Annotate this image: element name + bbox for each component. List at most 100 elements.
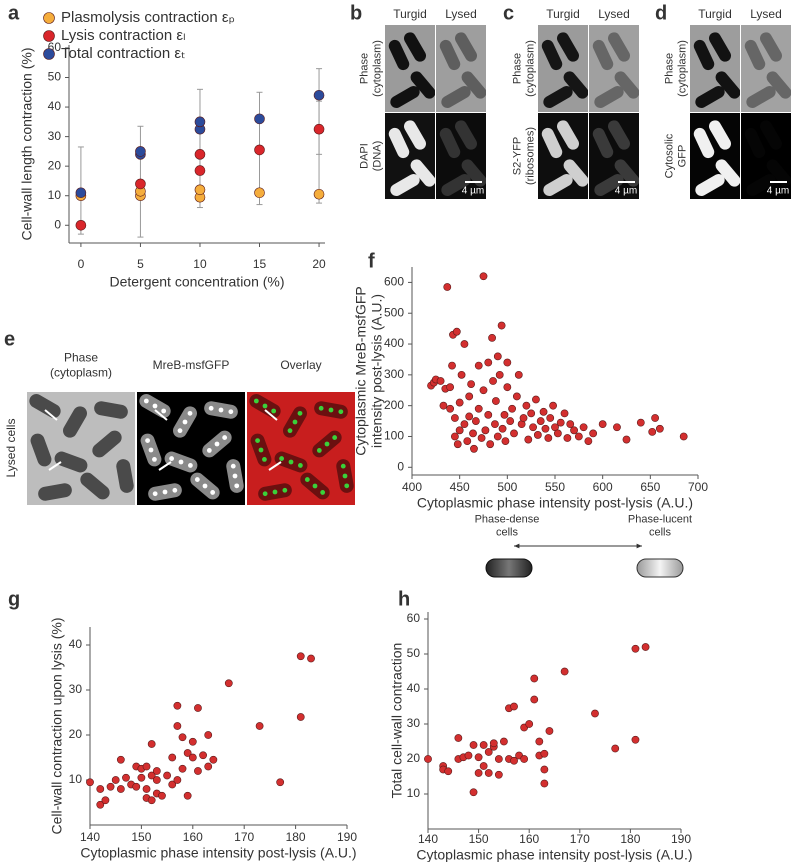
arrow [268, 461, 282, 471]
cell [38, 483, 72, 501]
cell [404, 32, 426, 62]
legend-marker [43, 48, 55, 60]
fluorescent-spot [218, 407, 224, 413]
data-point [479, 741, 488, 749]
fluorescent-spot [228, 409, 234, 415]
y-tick-label: 300 [384, 367, 404, 381]
x-tick-label: 600 [593, 480, 613, 494]
data-point [474, 404, 483, 413]
data-point [598, 420, 607, 429]
data-point [254, 187, 265, 199]
data-point [540, 779, 549, 788]
data-point [503, 358, 512, 367]
x-tick-label: 0 [78, 257, 85, 271]
fluorescent-spot [172, 487, 178, 493]
column-title: MreB-msfGFP [153, 358, 230, 372]
cell [760, 32, 782, 62]
y-tick-label: 0 [54, 217, 61, 231]
cell [404, 120, 426, 150]
cell [760, 120, 782, 150]
data-point [460, 420, 469, 429]
cell [766, 71, 791, 99]
y-tick-label: 10 [48, 188, 62, 202]
data-point [512, 392, 521, 401]
arrow [154, 409, 168, 421]
micrograph [589, 25, 639, 112]
data-point [224, 679, 233, 688]
data-point [486, 440, 495, 449]
data-point [474, 769, 483, 777]
legend-label: Plasmolysis contraction εₚ [61, 9, 235, 26]
row-label: Phase [511, 53, 523, 84]
cell [744, 39, 766, 71]
x-tick-label: 15 [253, 257, 267, 271]
fluorescent-spot [214, 441, 220, 447]
data-point [530, 695, 539, 704]
micrograph [27, 392, 135, 505]
fluorescent-spot [287, 428, 293, 434]
micrograph [538, 25, 588, 112]
data-point [479, 762, 488, 770]
micrograph [741, 113, 791, 199]
diagram-label: Phase-lucent [628, 513, 692, 525]
data-point [540, 749, 549, 758]
data-point [450, 432, 459, 441]
row-label: Phase [358, 53, 370, 84]
cell [614, 159, 639, 187]
cell [594, 174, 624, 196]
row-label: (ribosomes) [524, 127, 536, 185]
data-point [455, 398, 464, 407]
data-point [510, 756, 518, 765]
data-point [484, 769, 493, 777]
data-point [254, 113, 265, 125]
data-point [570, 426, 578, 435]
cell [592, 127, 614, 159]
data-point [116, 755, 125, 764]
column-title: Turgid [393, 7, 427, 21]
data-point [545, 727, 554, 735]
data-point [494, 755, 503, 763]
data-point [313, 188, 325, 200]
micrograph [690, 113, 740, 199]
cell [455, 32, 477, 62]
arrow [44, 409, 58, 421]
fluorescent-spot [222, 435, 228, 440]
data-point [510, 429, 518, 438]
x-tick-label: 160 [183, 830, 203, 844]
y-tick-label: 200 [384, 398, 404, 412]
row-label: GFP [676, 145, 688, 168]
data-point [544, 434, 553, 442]
data-point [135, 146, 146, 157]
cell [557, 120, 579, 150]
legend-label: Lysis contraction εₗ [61, 27, 186, 44]
fluorescent-spot [143, 398, 149, 404]
data-point [188, 737, 197, 746]
y-tick-label: 20 [48, 158, 62, 172]
cell [557, 32, 579, 62]
data-point [178, 764, 187, 773]
data-point [460, 340, 469, 348]
data-point [163, 771, 171, 780]
fluorescent-spot [145, 438, 150, 444]
data-point [75, 219, 87, 231]
data-point [183, 791, 192, 800]
x-tick-label: 160 [519, 832, 539, 846]
panel-label: c [503, 2, 514, 24]
cell [390, 86, 420, 108]
data-point [255, 722, 264, 730]
column-title: Overlay [280, 358, 321, 372]
data-point [453, 440, 462, 449]
data-point [470, 444, 478, 453]
fluorescent-spot [279, 456, 285, 461]
fluorescent-spot [340, 463, 346, 469]
x-tick-label: 550 [545, 480, 565, 494]
data-point [455, 426, 464, 435]
row-label: Cytosolic [663, 133, 675, 178]
x-tick-label: 150 [131, 830, 151, 844]
data-point [529, 423, 537, 432]
data-point [296, 652, 305, 661]
data-point [106, 782, 115, 791]
micrograph [385, 25, 435, 112]
fluorescent-spot [202, 483, 208, 489]
cell [410, 159, 435, 187]
